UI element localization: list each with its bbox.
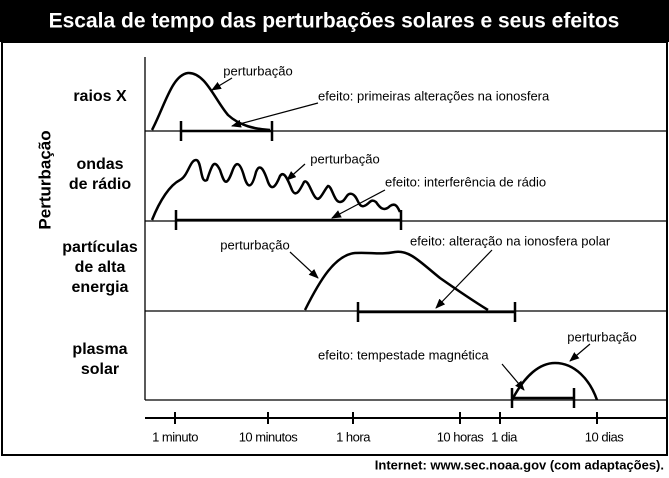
title: Escala de tempo das perturbações solares…	[49, 10, 620, 33]
time-axis	[145, 412, 666, 424]
curve	[303, 250, 489, 312]
row-label: de alta	[75, 259, 126, 276]
effect-label: efeito: tempestade magnética	[318, 347, 489, 362]
row-label: plasma	[72, 341, 127, 358]
time-label: 1 hora	[336, 429, 371, 444]
row-label: raios X	[73, 88, 127, 105]
curve	[150, 158, 402, 221]
effect-bar	[179, 121, 274, 141]
time-label: 10 minutos	[239, 429, 299, 444]
row-label: energia	[72, 279, 129, 296]
row-label: partículas	[62, 239, 138, 256]
axis-title: Perturbação	[35, 130, 54, 229]
disturbance-label: perturbação	[567, 329, 636, 344]
row-label: solar	[81, 361, 119, 378]
arrow	[331, 189, 386, 219]
source: Internet: www.sec.noaa.gov (com adaptaçõ…	[375, 457, 664, 472]
time-label: 1 dia	[491, 429, 518, 444]
disturbance-label: perturbação	[310, 151, 379, 166]
disturbance-label: perturbação	[220, 237, 289, 252]
effect-bar	[356, 302, 517, 322]
arrow	[289, 251, 319, 279]
effect-bar	[510, 388, 576, 408]
effect-label: efeito: interferência de rádio	[385, 174, 546, 189]
arrow	[231, 102, 319, 128]
effect-bar	[174, 210, 403, 230]
time-label: 10 horas	[437, 429, 485, 444]
curve	[510, 361, 599, 401]
effect-label: efeito: primeiras alterações na ionosfer…	[318, 88, 550, 103]
frame	[1, 41, 668, 456]
disturbance-label: perturbação	[223, 63, 292, 78]
effect-label: efeito: alteração na ionosfera polar	[410, 233, 611, 248]
curve	[150, 71, 271, 132]
time-label: 1 minuto	[152, 429, 198, 444]
arrow	[569, 343, 591, 362]
title-bar	[0, 0, 669, 42]
arrow	[501, 363, 525, 391]
row-label: ondas	[76, 156, 123, 173]
arrow	[211, 77, 233, 91]
arrow	[435, 249, 493, 309]
time-label: 10 dias	[585, 429, 624, 444]
arrow	[286, 163, 306, 181]
row-label: de rádio	[69, 176, 131, 193]
